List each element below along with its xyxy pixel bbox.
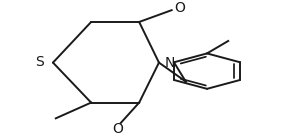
Text: O: O — [112, 122, 124, 136]
Text: S: S — [35, 55, 44, 69]
Text: O: O — [174, 1, 185, 15]
Text: N: N — [164, 56, 175, 70]
